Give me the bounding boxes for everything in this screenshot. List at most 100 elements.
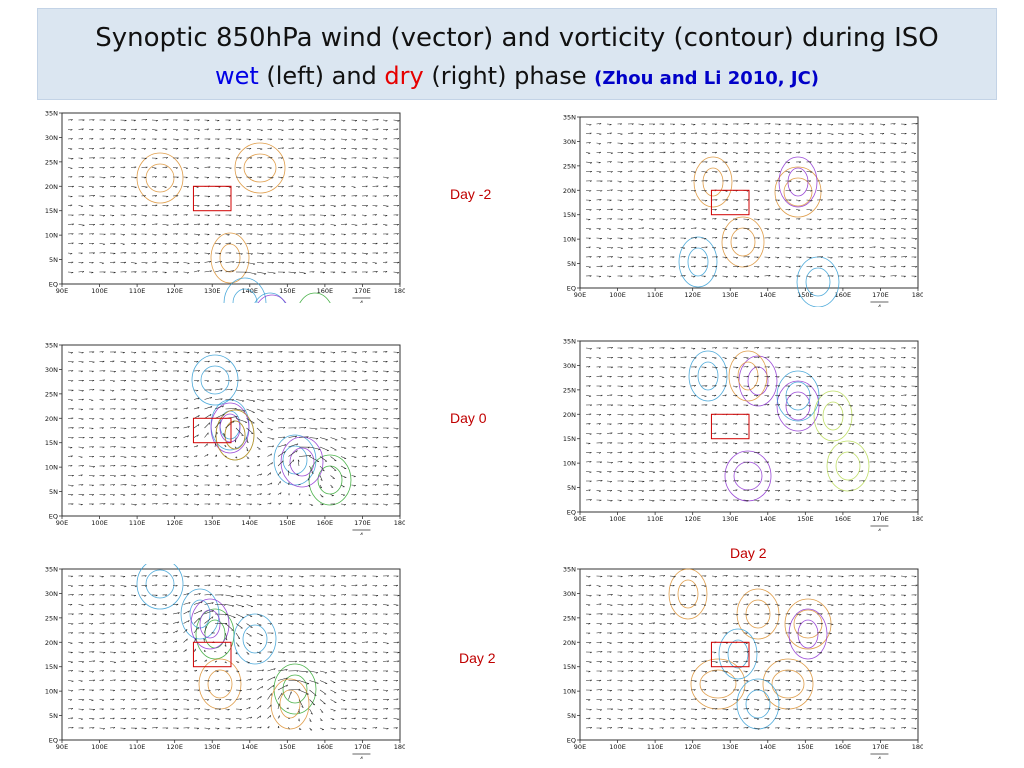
wind-vector [680, 366, 686, 369]
wind-vector [172, 252, 178, 254]
wind-vector [183, 370, 189, 373]
wind-vector [361, 503, 369, 506]
wind-vector [235, 575, 241, 578]
wind-vector [351, 708, 358, 711]
wind-vector [806, 708, 812, 710]
wind-vector [585, 499, 592, 501]
wind-vector [701, 171, 708, 174]
wind-vector [858, 651, 864, 654]
wind-vector [393, 594, 400, 597]
wind-vector [361, 243, 367, 245]
wind-vector [361, 708, 367, 711]
wind-vector [816, 404, 822, 407]
wind-vector [141, 641, 146, 644]
wind-vector [393, 195, 398, 197]
wind-vector [172, 389, 179, 392]
wind-vector [606, 471, 612, 473]
wind-vector [848, 256, 853, 259]
wind-vector [109, 389, 115, 392]
lat-tick-label: 10N [45, 464, 58, 472]
wind-vector [606, 199, 612, 202]
wind-vector [638, 471, 645, 474]
wind-vector [764, 461, 769, 464]
wind-vector [277, 594, 284, 597]
wind-vector [627, 218, 633, 220]
wind-vector [361, 195, 369, 197]
wind-vector [204, 360, 210, 363]
wind-vector [806, 275, 812, 278]
wind-vector [267, 138, 273, 141]
wind-vector [869, 171, 876, 173]
wind-vector [753, 266, 760, 268]
wind-vector [711, 423, 718, 426]
wind-vector [858, 585, 865, 587]
wind-vector [869, 357, 875, 359]
wind-vector [837, 490, 844, 493]
wind-vector [99, 717, 105, 720]
wind-vector [393, 242, 399, 245]
wind-vector [120, 651, 126, 654]
wind-vector [67, 204, 73, 207]
wind-vector [816, 227, 822, 230]
wind-vector [848, 414, 855, 416]
wind-vector [827, 689, 832, 692]
wind-vector [753, 489, 759, 492]
wind-vector [911, 603, 917, 606]
lat-tick-label: 20N [45, 183, 58, 191]
wind-vector [246, 389, 254, 393]
wind-vector [120, 271, 127, 273]
wind-vector [900, 275, 906, 278]
wind-vector [816, 190, 823, 193]
wind-vector [214, 679, 220, 682]
wind-vector [288, 691, 292, 700]
wind-vector [806, 228, 813, 231]
wind-vector [890, 357, 896, 359]
wind-vector [393, 399, 398, 401]
wind-vector [827, 651, 832, 654]
wind-vector [162, 698, 168, 701]
wind-vector [340, 408, 347, 411]
wind-vector [67, 408, 74, 410]
wind-vector [753, 237, 760, 240]
wind-vector [816, 604, 823, 607]
wind-vector [680, 585, 686, 587]
wind-vector [277, 370, 285, 373]
wind-vector [382, 575, 390, 578]
wind-vector [351, 465, 357, 468]
wind-vector [858, 442, 864, 444]
wind-vector [837, 717, 843, 720]
wind-vector [78, 243, 84, 245]
wind-vector [172, 417, 178, 420]
wind-vector [827, 133, 834, 136]
wind-vector [585, 423, 591, 425]
wind-vector [722, 489, 727, 492]
wind-vector [827, 190, 834, 192]
wind-vector [879, 357, 885, 360]
wind-vector [382, 503, 388, 506]
wind-vector [214, 454, 218, 457]
wind-vector [753, 247, 760, 249]
wind-vector [890, 347, 896, 350]
wind-vector [267, 271, 276, 275]
wind-vector [130, 214, 137, 216]
wind-vector [120, 261, 127, 264]
wind-vector [141, 436, 148, 439]
wind-vector [88, 679, 96, 682]
wind-vector [911, 247, 917, 250]
vorticity-contour [219, 413, 241, 443]
wind-vector [351, 138, 356, 141]
wind-vector [120, 446, 126, 449]
wind-vector [711, 490, 717, 492]
wind-vector [109, 503, 115, 506]
wind-vector [858, 209, 864, 212]
wind-vector [669, 594, 676, 597]
wind-vector [732, 699, 739, 701]
wind-vector [183, 699, 190, 702]
wind-vector [785, 152, 792, 154]
wind-vector [785, 376, 792, 379]
wind-vector [204, 176, 209, 179]
wind-vector [848, 452, 854, 454]
wind-vector [88, 642, 95, 644]
wind-vector [130, 252, 136, 255]
wind-vector [340, 717, 347, 720]
